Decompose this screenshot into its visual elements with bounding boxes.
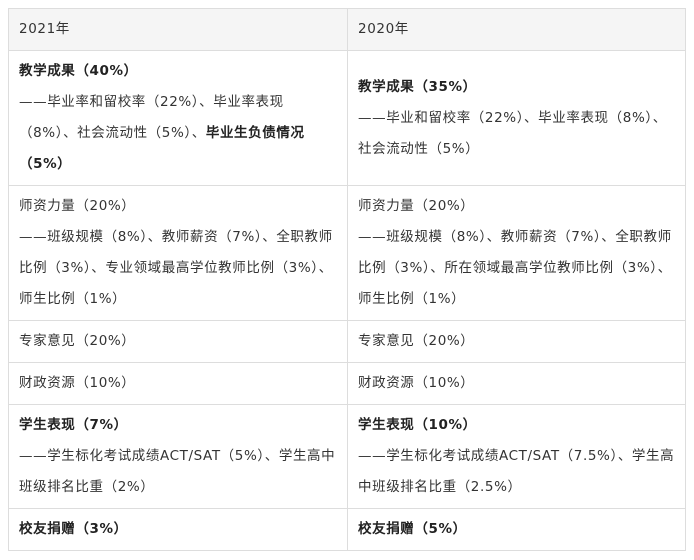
table-row-financial-resources: 财政资源（10%） 财政资源（10%） [8, 362, 686, 405]
cell-2020-teaching-outcomes: 教学成果（35%） ——毕业和留校率（22%）、毕业率表现（8%）、社会流动性（… [347, 50, 686, 186]
column-header-2020: 2020年 [347, 8, 686, 51]
cell-2020-financial-resources: 财政资源（10%） [347, 362, 686, 405]
cell-2020-alumni-giving: 校友捐赠（5%） [347, 508, 686, 551]
cell-text: ——学生标化考试成绩ACT/SAT（7.5%）、学生高中班级排名比重（2.5%） [358, 448, 675, 495]
cell-text: ——班级规模（8%）、教师薪资（7%）、全职教师比例（3%）、专业领域最高学位教… [19, 229, 333, 307]
cell-2021-financial-resources: 财政资源（10%） [8, 362, 348, 405]
table-row-alumni-giving: 校友捐赠（3%） 校友捐赠（5%） [8, 508, 686, 551]
cell-text: ——毕业率和留校率（22%）、毕业率表现（8%）、社会流动性（5%）、 [19, 94, 284, 141]
cell-2021-faculty: 师资力量（20%） ——班级规模（8%）、教师薪资（7%）、全职教师比例（3%）… [8, 185, 348, 321]
table-row-faculty: 师资力量（20%） ——班级规模（8%）、教师薪资（7%）、全职教师比例（3%）… [8, 185, 686, 321]
cell-title: 学生表现（7%） [19, 417, 128, 433]
cell-title: 学生表现（10%） [358, 417, 477, 433]
cell-2020-faculty: 师资力量（20%） ——班级规模（8%）、教师薪资（7%）、全职教师比例（3%）… [347, 185, 686, 321]
cell-title: 教学成果（40%） [19, 63, 138, 79]
column-header-2021: 2021年 [8, 8, 348, 51]
cell-2020-expert-opinion: 专家意见（20%） [347, 320, 686, 363]
table-row-expert-opinion: 专家意见（20%） 专家意见（20%） [8, 320, 686, 363]
cell-text-bold: 毕业生负债情况（5%） [19, 125, 305, 172]
table-row-teaching-outcomes: 教学成果（40%） ——毕业率和留校率（22%）、毕业率表现（8%）、社会流动性… [8, 50, 686, 186]
cell-title: 教学成果（35%） [358, 78, 477, 95]
cell-title: 师资力量（20%） [358, 198, 475, 214]
cell-2021-teaching-outcomes: 教学成果（40%） ——毕业率和留校率（22%）、毕业率表现（8%）、社会流动性… [8, 50, 348, 186]
table-row-student-performance: 学生表现（7%） ——学生标化考试成绩ACT/SAT（5%）、学生高中班级排名比… [8, 404, 686, 509]
cell-text: ——毕业和留校率（22%）、毕业率表现（8%）、社会流动性（5%） [358, 109, 667, 157]
cell-title: 师资力量（20%） [19, 198, 136, 214]
cell-text: ——班级规模（8%）、教师薪资（7%）、全职教师比例（3%）、所在领域最高学位教… [358, 229, 672, 307]
cell-text: ——学生标化考试成绩ACT/SAT（5%）、学生高中班级排名比重（2%） [19, 448, 336, 495]
cell-2021-expert-opinion: 专家意见（20%） [8, 320, 348, 363]
table-header-row: 2021年 2020年 [8, 8, 686, 51]
cell-2020-student-performance: 学生表现（10%） ——学生标化考试成绩ACT/SAT（7.5%）、学生高中班级… [347, 404, 686, 509]
ranking-comparison-table: 2021年 2020年 教学成果（40%） ——毕业率和留校率（22%）、毕业率… [8, 8, 686, 551]
cell-2021-alumni-giving: 校友捐赠（3%） [8, 508, 348, 551]
cell-2021-student-performance: 学生表现（7%） ——学生标化考试成绩ACT/SAT（5%）、学生高中班级排名比… [8, 404, 348, 509]
